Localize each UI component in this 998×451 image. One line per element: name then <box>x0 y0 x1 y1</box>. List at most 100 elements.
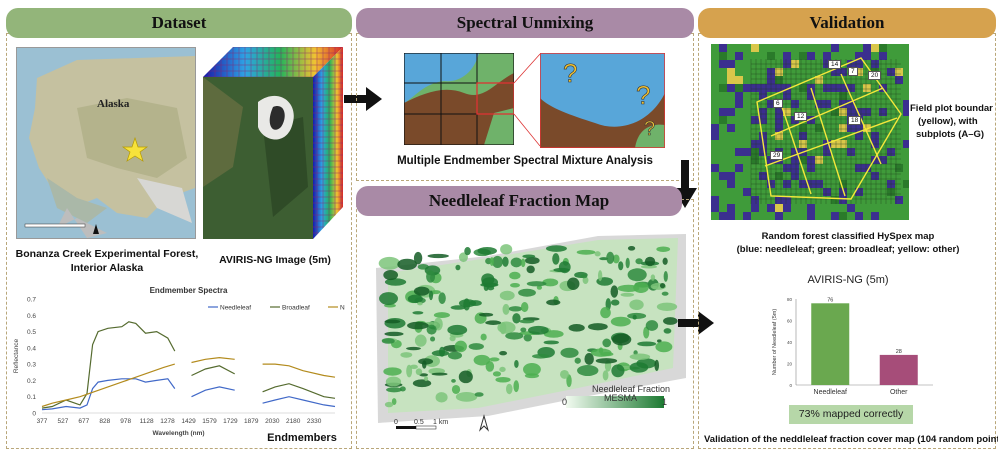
fraction-blob <box>508 306 523 312</box>
plot-label: 29 <box>770 151 784 160</box>
hyspex-cell <box>879 156 887 164</box>
x-tick-label: 677 <box>78 418 89 425</box>
hyspex-cell <box>727 68 735 76</box>
fraction-blob <box>655 341 673 353</box>
fraction-blob <box>518 288 536 297</box>
hyspex-cell <box>791 164 799 172</box>
bar-needleleaf <box>811 303 850 385</box>
hyspex-cell <box>711 124 719 132</box>
hyspex-cell <box>823 84 831 92</box>
plot-label: 14 <box>828 60 842 69</box>
zoom-lines <box>513 53 541 147</box>
x-tick-label: 978 <box>120 418 131 425</box>
fraction-blob <box>428 290 434 301</box>
fraction-blob <box>656 302 678 311</box>
hyspex-cell <box>727 84 735 92</box>
hyspex-cell <box>783 92 791 100</box>
legend-min: 0 <box>562 397 568 407</box>
hyspex-cell <box>831 212 839 220</box>
fraction-blob <box>379 292 398 305</box>
north-arrow-icon <box>93 224 99 234</box>
hyspex-cell <box>903 180 909 188</box>
hyspex-cell <box>895 164 903 172</box>
hyspex-cell <box>831 44 839 52</box>
hyspex-cell <box>871 44 879 52</box>
y-tick-label: 0.7 <box>27 297 36 304</box>
site-caption: Bonanza Creek Experimental Forest, Inter… <box>12 247 202 275</box>
fraction-blob <box>510 282 520 288</box>
hyspex-cell <box>855 52 863 60</box>
fraction-blob <box>489 357 500 362</box>
hyspex-cell <box>775 204 783 212</box>
plot-label: 6 <box>773 99 783 108</box>
fraction-blob <box>635 258 643 265</box>
fraction-blob <box>542 278 559 287</box>
fraction-blob <box>512 313 521 324</box>
hyspex-cell <box>743 84 751 92</box>
fraction-blob <box>439 346 445 357</box>
fraction-blob <box>627 245 636 251</box>
hyspex-cell <box>735 164 743 172</box>
site-star-icon <box>121 136 149 162</box>
y-tick-label: 0.1 <box>27 394 36 401</box>
scale-end: 1 km <box>433 419 449 426</box>
fraction-blob <box>629 299 644 311</box>
hyspex-cell <box>735 76 743 84</box>
fraction-blob <box>487 285 495 291</box>
series-line-needleleaf <box>191 386 235 398</box>
hyspex-cell <box>775 156 783 164</box>
hyspex-cell <box>727 108 735 116</box>
zoomed-pixel <box>540 53 665 148</box>
hyspex-cell <box>855 108 863 116</box>
fraction-blob <box>510 257 523 268</box>
hyspex-cell <box>831 108 839 116</box>
fraction-blob <box>384 319 401 324</box>
arrow-to-unmixing-icon <box>344 87 382 111</box>
fraction-blob <box>433 312 450 318</box>
mesma-caption: Multiple Endmember Spectral Mixture Anal… <box>397 155 653 167</box>
endmembers-caption: Endmembers <box>267 432 337 444</box>
hyspex-cell <box>711 164 719 172</box>
hyspex-cell <box>735 92 743 100</box>
hyspex-cell <box>863 124 871 132</box>
fraction-blob <box>468 343 484 350</box>
fraction-blob <box>524 373 540 379</box>
fraction-blob <box>532 353 550 359</box>
fraction-blob <box>426 270 436 283</box>
fraction-blob <box>567 277 580 290</box>
fraction-blob <box>568 324 585 332</box>
fraction-blob <box>412 379 432 388</box>
hyspex-cell <box>775 68 783 76</box>
fraction-blob <box>594 251 601 257</box>
fraction-blob <box>391 398 397 405</box>
fraction-blob <box>450 305 466 310</box>
hyspex-cell <box>711 196 719 204</box>
x-tick-label: 2180 <box>286 418 301 425</box>
hyspex-cell <box>855 124 863 132</box>
hyspex-cell <box>839 188 847 196</box>
fraction-blob <box>415 368 423 376</box>
hyspex-cell <box>831 84 839 92</box>
hyspex-cell <box>831 196 839 204</box>
fraction-blob <box>577 365 599 377</box>
fraction-blob <box>469 300 482 307</box>
endmember-spectra-chart: Endmember Spectra 0 0.1 0.2 0.3 0.4 0.5 0.6 0.7 3… <box>13 286 345 437</box>
fraction-blob <box>566 374 572 388</box>
bar-category-label: Needleleaf <box>814 389 848 396</box>
fraction-blob <box>499 322 507 335</box>
hyspex-cell <box>767 204 775 212</box>
hyspex-cell <box>895 76 903 84</box>
fraction-blob <box>654 359 660 372</box>
hyspex-cell <box>895 196 903 204</box>
fraction-blob <box>502 256 509 267</box>
scale-0: 0 <box>394 419 398 426</box>
plot-label: 18 <box>848 116 862 125</box>
series-line-broadleaf <box>191 365 235 377</box>
rf-caption-line2: (blue: needleleaf; green: broadleaf; yel… <box>736 243 960 255</box>
fraction-blob <box>559 370 569 379</box>
hyspex-cell <box>903 108 909 116</box>
fraction-blob <box>597 270 603 282</box>
hyspex-cell <box>799 132 807 140</box>
bar-category-label: Other <box>890 389 908 396</box>
fraction-blob <box>413 286 430 296</box>
